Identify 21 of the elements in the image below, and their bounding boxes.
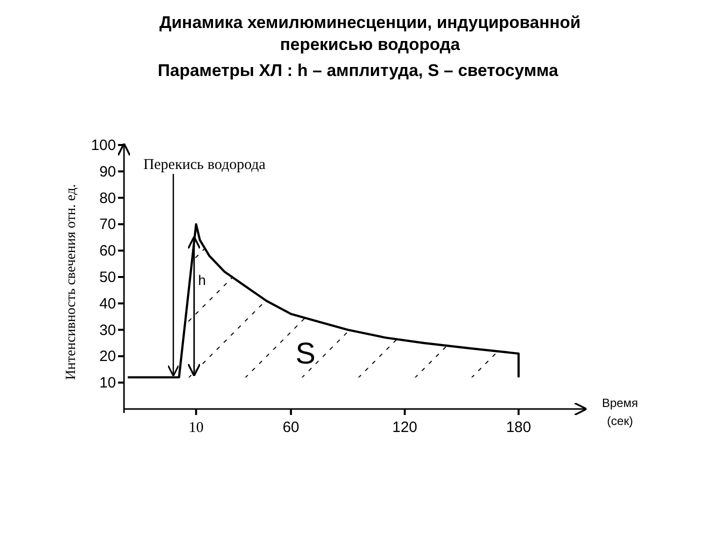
- chart-subtitle: Параметры ХЛ : h – амплитуда, S – светосумма: [158, 61, 559, 80]
- y-axis-title: Интенсивность свечения отн. ед.: [64, 184, 79, 380]
- x-tick-label: 60: [282, 419, 300, 436]
- x-axis-title: Время (сек): [602, 396, 638, 428]
- y-tick-label: 50: [99, 269, 116, 286]
- x-tick-label: 120: [392, 419, 418, 436]
- y-tick-label: 90: [99, 163, 116, 180]
- y-tick-label: 70: [99, 216, 116, 234]
- annotation: Перекись водорода: [143, 156, 266, 173]
- annotation: h: [198, 272, 206, 288]
- y-tick-label: 80: [99, 190, 116, 207]
- x-tick-label: 10: [188, 420, 204, 436]
- y-tick-label: 20: [99, 348, 116, 366]
- y-tick-label: 60: [99, 242, 116, 260]
- annotation: S: [296, 337, 316, 370]
- y-tick-label: 30: [99, 322, 116, 339]
- y-tick-label: 40: [99, 295, 116, 312]
- y-tick-label: 10: [99, 374, 116, 392]
- x-tick-label: 180: [506, 419, 532, 436]
- chart-title: Динамика хемилюминесценции, индуцированной перекисью водорода: [159, 13, 581, 54]
- y-tick-label: 100: [90, 137, 116, 154]
